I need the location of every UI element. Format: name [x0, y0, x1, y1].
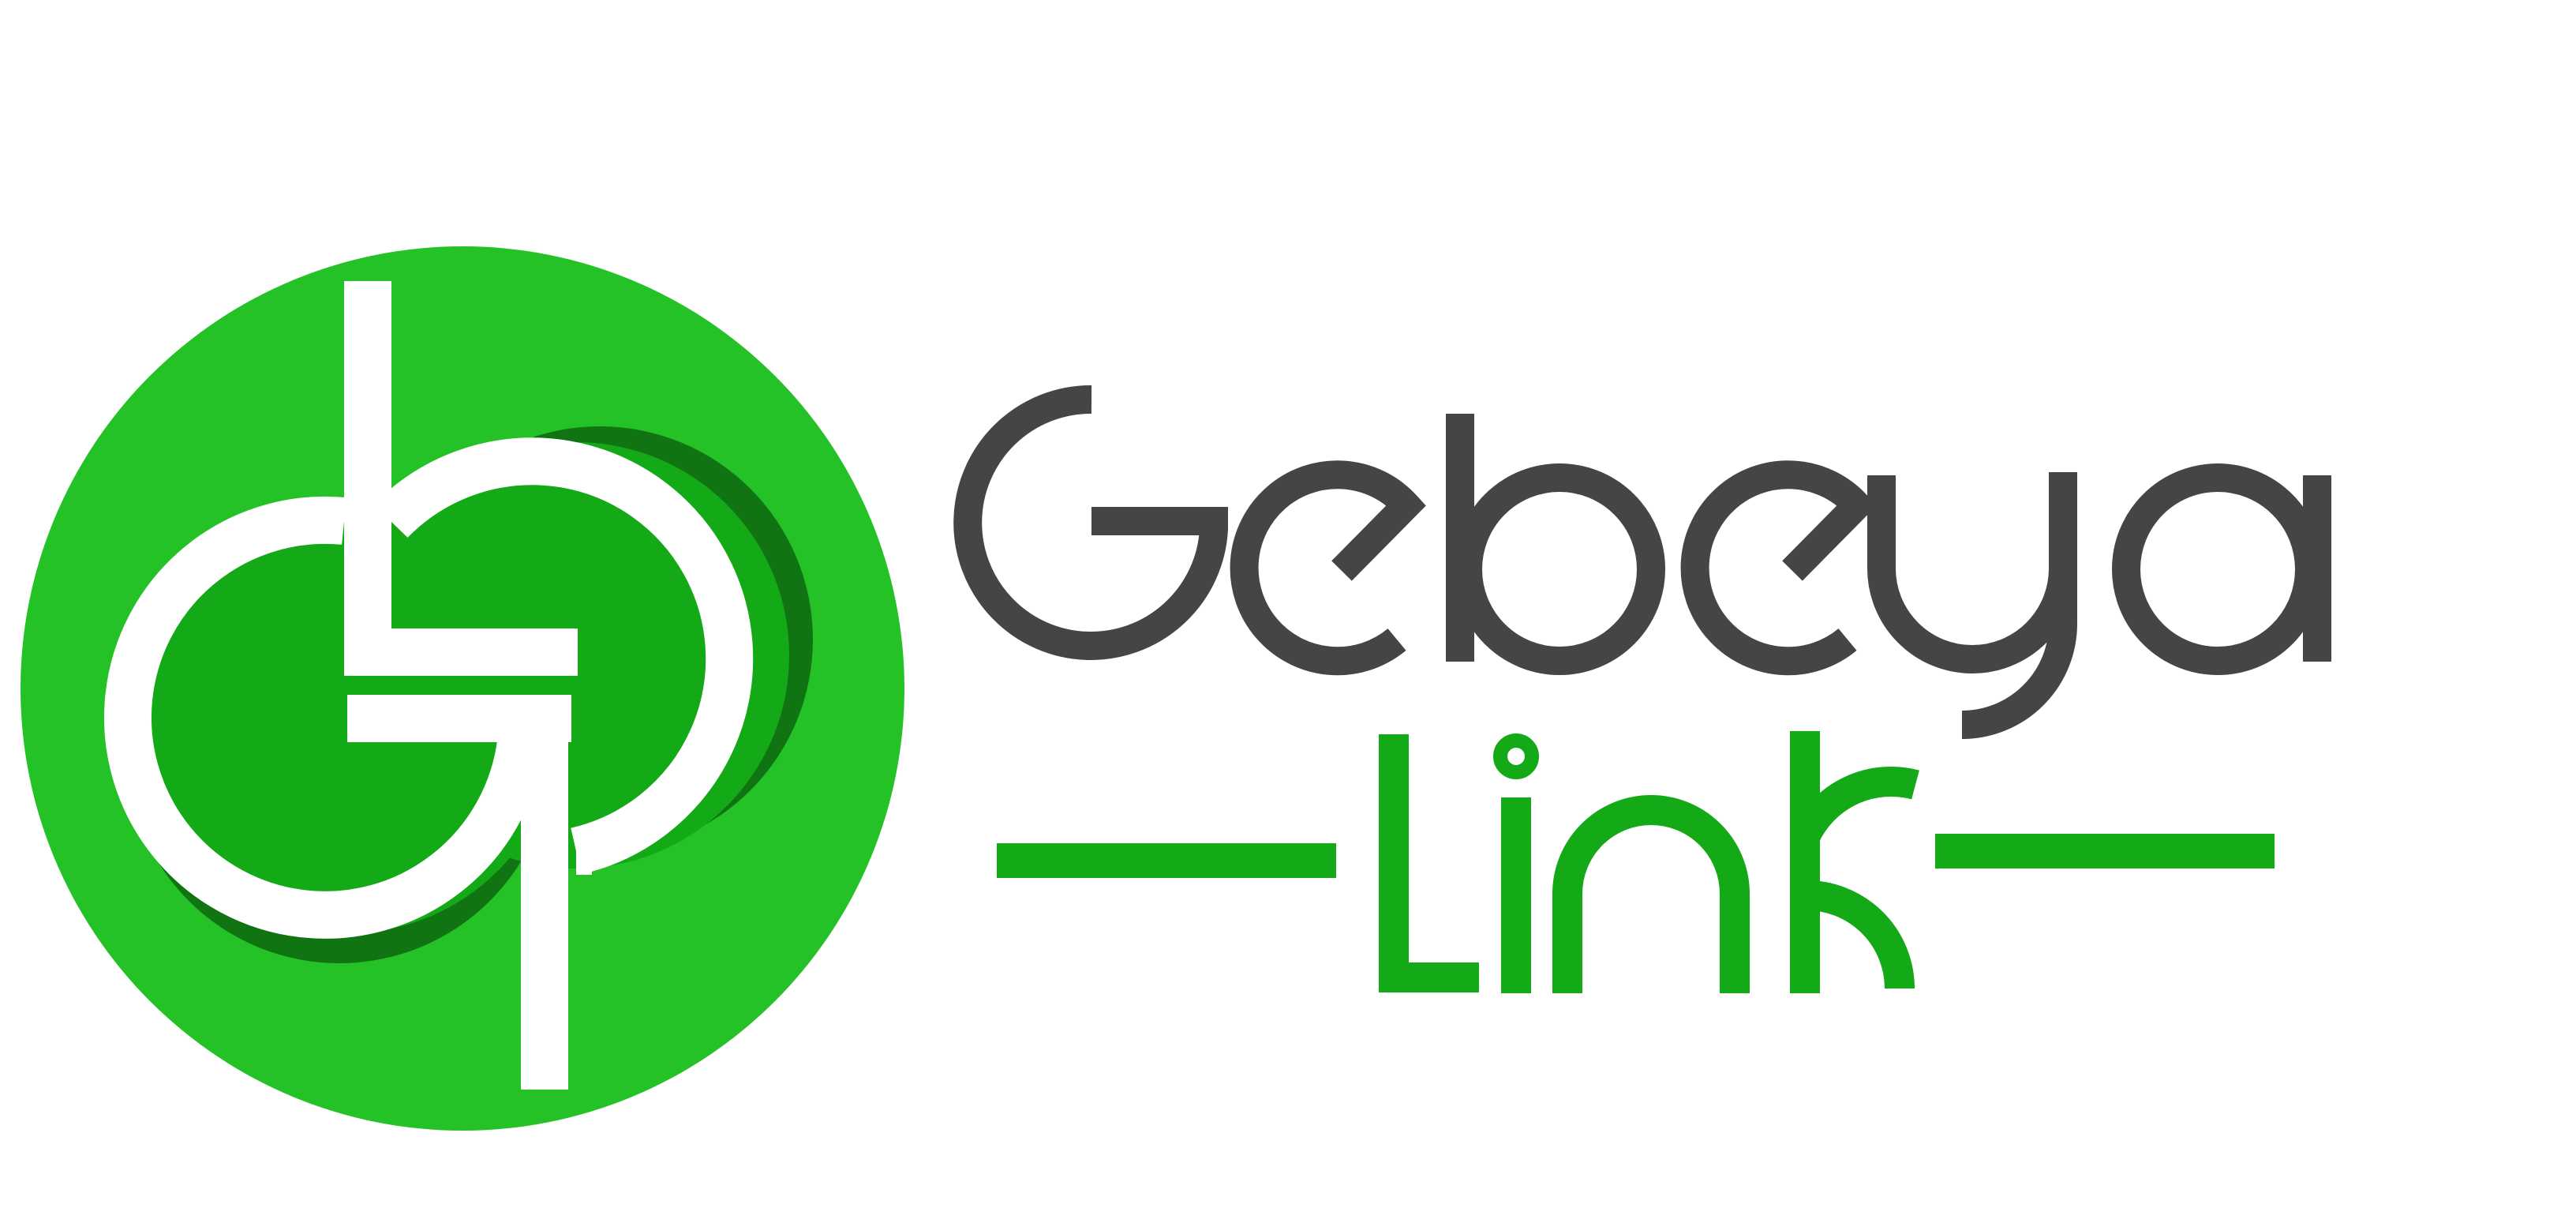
letter-e-1	[1230, 460, 1426, 676]
emblem-right-loop	[373, 437, 754, 875]
letter-y	[1867, 472, 2077, 739]
letter-k-leg	[1804, 880, 1915, 989]
letter-l	[1379, 734, 1479, 992]
letter-n	[1552, 795, 1750, 993]
letter-g	[953, 385, 1228, 660]
letter-k-arm	[1791, 767, 1919, 844]
letter-e-2	[1680, 460, 1877, 676]
emblem-top-bar	[344, 628, 578, 676]
emblem-bottom-bar	[347, 695, 571, 742]
emblem-left-stem	[344, 281, 391, 676]
wordmark-gebeya	[953, 385, 2331, 739]
letter-a-bowl	[2112, 463, 2323, 675]
gebeya-link-logo-icon	[21, 246, 904, 1131]
letter-i-dot	[1493, 733, 1539, 779]
link-left-rule	[997, 843, 1336, 878]
emblem-left-loop	[103, 496, 545, 939]
wordmark	[953, 385, 2331, 993]
link-right-rule	[1935, 834, 2275, 868]
emblem-right-stem	[521, 695, 568, 1090]
letter-b-bowl	[1454, 463, 1665, 675]
emblem-right-cap	[576, 827, 592, 875]
wordmark-link	[997, 731, 2275, 993]
